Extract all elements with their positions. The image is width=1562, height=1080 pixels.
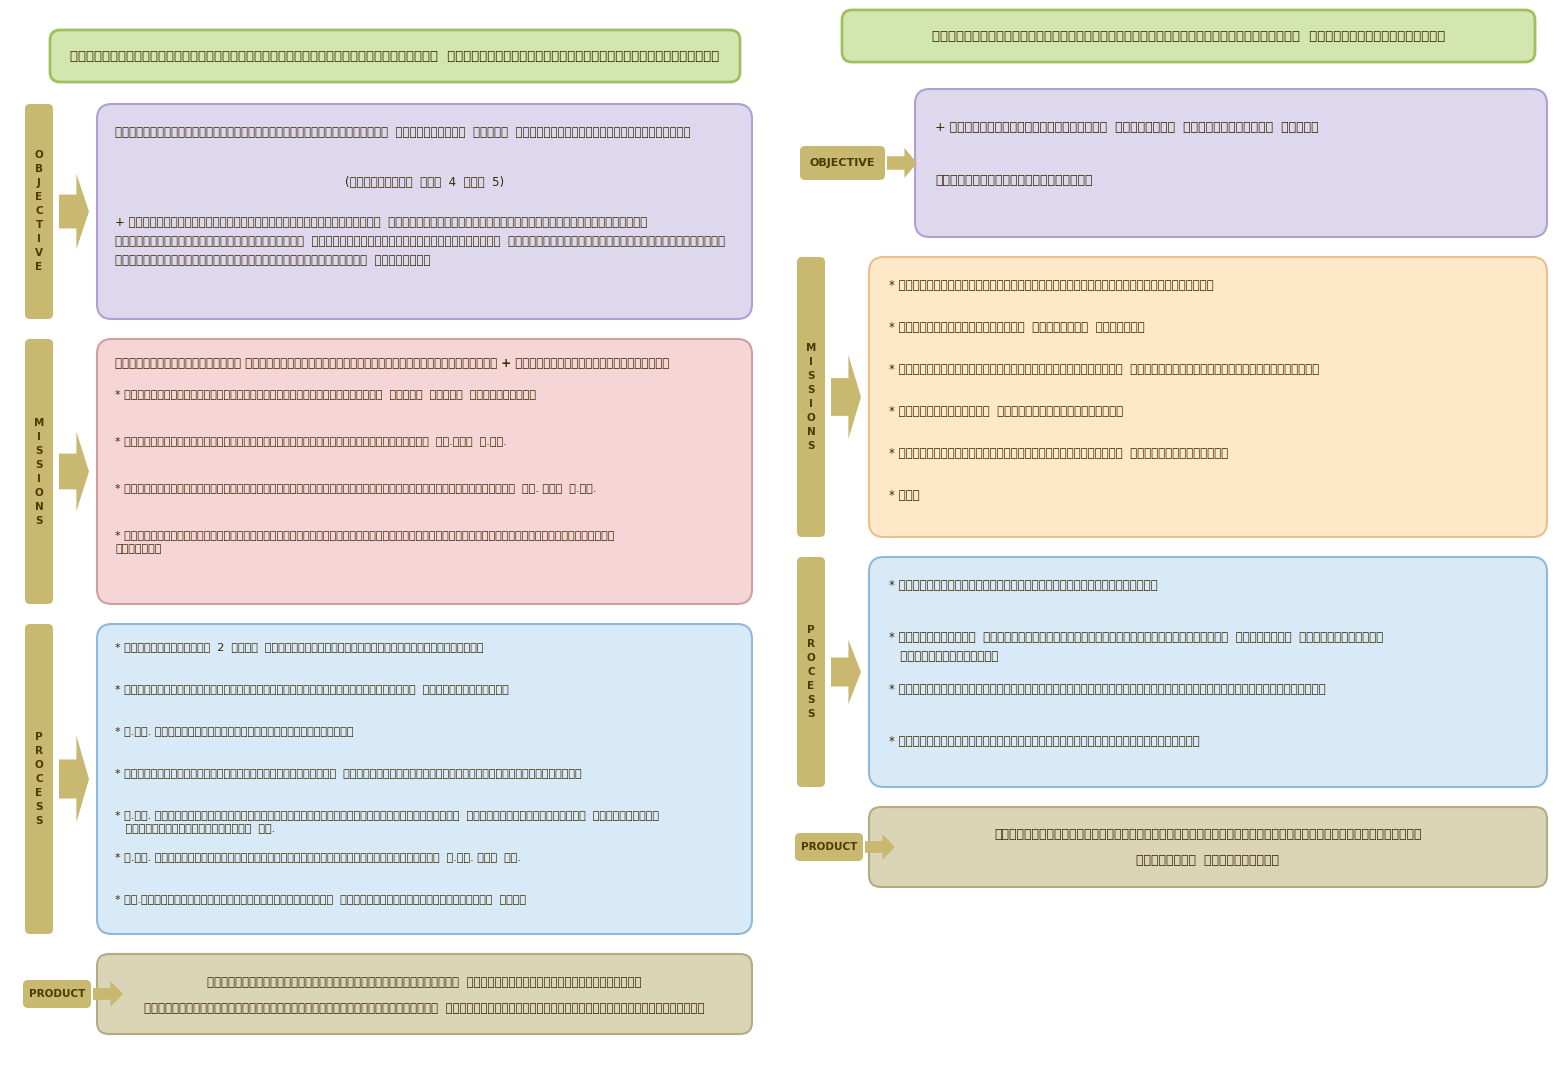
Text: เป็นองค์กรที่มีคุณค่าเป็นเกียรติแห่งสถาบัน  โดยการสร้างประโยชน์แก่สังคมและประชาช: เป็นองค์กรที่มีคุณค่าเป็นเกียรติแห่งสถาบ… [144,1001,704,1014]
FancyBboxPatch shape [23,980,91,1008]
Text: ยุทธศาสตร์สมาคมนิสิตเก่ามหาวิทยาลัยเกษตรศาสตร์  ด้านมหาวิทยาลัยเกษตรศาสตร์สัมพัน: ยุทธศาสตร์สมาคมนิสิตเก่ามหาวิทยาลัยเกษตร… [70,50,720,63]
Text: * มีความร่วมมือกันในการสร้างคุณค่าให้กับหน่วยงานในการพัฒนาความรู้แก่นักศึกษา
ประ: * มีความร่วมมือกันในการสร้างคุณค่าให้กับ… [116,530,614,554]
FancyBboxPatch shape [97,339,751,604]
Polygon shape [865,834,895,860]
FancyBboxPatch shape [25,339,53,604]
FancyBboxPatch shape [915,89,1546,237]
Text: สมาคมนิสิตเก่ามหาวิทยาลัยเกษตรศาสตร์มีคุณค่าสร้างประโยชน์: สมาคมนิสิตเก่ามหาวิทยาลัยเกษตรศาสตร์มีคุ… [995,828,1421,841]
Text: * บริจาคสิ่งของ  สินค้าแก่ผู้ยากไร้: * บริจาคสิ่งของ สินค้าแก่ผู้ยากไร้ [889,405,1123,418]
Polygon shape [94,981,123,1007]
FancyBboxPatch shape [868,807,1546,887]
Text: * จัดคาดเคลื่อนที่ขายสินค้าของสมาชิกแก่ประชาชนในแหล่งชุมชนต่างๆ: * จัดคาดเคลื่อนที่ขายสินค้าของสมาชิกแก่ป… [889,683,1326,696]
FancyBboxPatch shape [25,104,53,319]
Text: * ส.มก. จัดให้มีการจำหน่ายสินค้าราคาถูกในรูปตลาดนัด  ส.มก. ที่  มก.: * ส.มก. จัดให้มีการจำหน่ายสินค้าราคาถูกใ… [116,852,522,862]
Text: * ส่งเสริมให้ความร่วมมือกิจกรรมทางศาสนาและสังคม: * ส่งเสริมให้ความร่วมมือกิจกรรมทางศาสนาแ… [889,279,1214,292]
Text: * ส.มก. มอบทุนการศึกษาแก่นิสิตปัจจุบัน: * ส.มก. มอบทุนการศึกษาแก่นิสิตปัจจุบัน [116,726,353,735]
Text: + สมาคมนิสิตเก่ามหาวิทยาลัยเกษตรศาสตร์  และมหาวิทยาลัยเกษตรศาสตร์มีการร่วมมือ
ระ: + สมาคมนิสิตเก่ามหาวิทยาลัยเกษตรศาสตร์ แ… [116,216,725,267]
Text: OBJECTIVE: OBJECTIVE [809,158,875,168]
FancyBboxPatch shape [797,257,825,537]
Text: * สนับสนุนช่วยเหลือซึ่งกันและกันในการสร้างผลงานและเกียรติแห่ง  มก. และ  ส.มก.: * สนับสนุนช่วยเหลือซึ่งกันและกันในการสร้… [116,483,597,492]
FancyBboxPatch shape [50,30,740,82]
FancyBboxPatch shape [97,104,751,319]
Text: ความร่วมมือระหว่าง สมาคมนิสิตเก่ามหาวิทยาลัยเกษตรศาสตร์ + มหาวิทยาลัยเกษตรศาสตร์: ความร่วมมือระหว่าง สมาคมนิสิตเก่ามหาวิทย… [116,357,669,370]
Text: * มีกิจกรรมที่ก่อให้เกิดความสัมพันธ์อันดีระหว่าง  มก.และ  ส.มก.: * มีกิจกรรมที่ก่อให้เกิดความสัมพันธ์อันด… [116,436,506,446]
FancyBboxPatch shape [797,557,825,787]
Text: * นิสิตเก่าให้คำแนะนำนิสิตปัจจุบัน  แนวทางการประกอบอาชีพให้ประสบผลสำเร็จ: * นิสิตเก่าให้คำแนะนำนิสิตปัจจุบัน แนวทา… [116,768,581,778]
FancyBboxPatch shape [868,557,1546,787]
FancyBboxPatch shape [800,146,886,180]
Text: * ร่วมกันจัดกิจกรรมที่เป็นประโยชน์ต่อนิสิตเก่า  นิสิตปัจจุบัน: * ร่วมกันจัดกิจกรรมที่เป็นประโยชน์ต่อนิส… [116,684,509,694]
Text: ด้วยกิจกรรมเชิงคุณค่า: ด้วยกิจกรรมเชิงคุณค่า [936,174,1092,187]
Text: ส่งเสริมสนับสนุนการศึกษาเผยแพร่วิทยาการ  การค้นคว้า  วิจัย  และเกียรติแห่งสถาบัน: ส่งเสริมสนับสนุนการศึกษาเผยแพร่วิทยาการ … [116,126,690,139]
Text: * จัดให้มีการพัฒนากิจการประกอบอาชีพแก่ประชาชน: * จัดให้มีการพัฒนากิจการประกอบอาชีพแก่ปร… [889,735,1200,748]
Text: * จัดประชุมร่วม  2  ฝ่าย  เพื่อดำเนินการให้เป็นไปตามพันธกิจ: * จัดประชุมร่วม 2 ฝ่าย เพื่อดำเนินการให้… [116,642,484,652]
Polygon shape [831,639,861,704]
Text: * จัดให้มีกิจกรรมเพื่อทำนุบำรุงต่อศาสนา: * จัดให้มีกิจกรรมเพื่อทำนุบำรุงต่อศาสนา [889,579,1157,592]
Text: * ส.มก. จัดให้นิสิตเก่าที่มีความสำเร็จในการประกอบอาชีพ  ถ่ายทอดความรู้เชิง  ประส: * ส.มก. จัดให้นิสิตเก่าที่มีความสำเร็จใน… [116,810,659,834]
Text: PRODUCT: PRODUCT [28,989,86,999]
FancyBboxPatch shape [795,833,862,861]
FancyBboxPatch shape [25,624,53,934]
Text: * ร่วมกิจกรรมที่เป็นการบรรเทาทุกข์  แก่ผู้ประสบภัย: * ร่วมกิจกรรมที่เป็นการบรรเทาทุกข์ แก่ผู… [889,447,1228,460]
FancyBboxPatch shape [97,954,751,1034]
Text: + มีบทบาทในการช่วยเหลือ  เกื้อกูล  พัฒนาประชาชน  สังคม: + มีบทบาทในการช่วยเหลือ เกื้อกูล พัฒนาปร… [936,121,1318,134]
Polygon shape [59,735,89,822]
Polygon shape [59,174,89,249]
Text: O
B
J
E
C
T
I
V
E: O B J E C T I V E [34,150,44,272]
Text: * มีกิจกรรมที่ก่อให้เกิดประโยชน์ต่อสถาบัน  นิสิต  สังคม  และประชาชน: * มีกิจกรรมที่ก่อให้เกิดประโยชน์ต่อสถาบั… [116,389,536,399]
Text: M
I
S
S
I
O
N
S: M I S S I O N S [806,343,817,451]
Text: * ให้ความรู้แก่นิสิต  นักศึกษา  ประชาชน: * ให้ความรู้แก่นิสิต นักศึกษา ประชาชน [889,321,1145,334]
FancyBboxPatch shape [842,10,1535,62]
Polygon shape [831,355,861,438]
Text: (ข้อบังคับ  ข้อ  4  และ  5): (ข้อบังคับ ข้อ 4 และ 5) [345,176,505,189]
Text: P
R
O
C
E
S
S: P R O C E S S [806,625,815,719]
Text: สมาคมนิสิตเก่ามหาวิทยาลัยเกษตรศาสตร์  และมหาวิทยาลัยเกษตรศาสตร์: สมาคมนิสิตเก่ามหาวิทยาลัยเกษตรศาสตร์ และ… [208,975,642,988]
Text: * มก.จัดหลักสูตรพัฒนาความรู้สมาชิก  ตามความประสงค์ของสมาชิก  ชมรม: * มก.จัดหลักสูตรพัฒนาความรู้สมาชิก ตามคว… [116,894,526,904]
Text: * จัดจำหน่ายสินค้าราคาถูกของสมาชิก  เพื่อลดรายจ่ายให้กับประชาชน: * จัดจำหน่ายสินค้าราคาถูกของสมาชิก เพื่อ… [889,363,1320,376]
Text: P
R
O
C
E
S
S: P R O C E S S [34,732,44,826]
Polygon shape [59,432,89,511]
Text: ยุทธศาสตร์สมาคมนิสิตเก่ามหาวิทยาลัยเกษตรศาสตร์  ด้านสังคมสัมพันธ์: ยุทธศาสตร์สมาคมนิสิตเก่ามหาวิทยาลัยเกษตร… [933,29,1445,42]
Text: * ฯลฯ: * ฯลฯ [889,489,920,502]
Text: แก่สังคม  และประชาชน: แก่สังคม และประชาชน [1137,854,1279,867]
FancyBboxPatch shape [97,624,751,934]
Text: M
I
S
S
I
O
N
S: M I S S I O N S [34,418,44,526]
Polygon shape [887,148,917,178]
Text: * จัดให้มีทุน  เพื่อการช่วยเหลือประชาชนผู้ประสบภัย  ผู้พิการ  ผู้ด้อยโอกาส
   หร: * จัดให้มีทุน เพื่อการช่วยเหลือประชาชนผู… [889,631,1382,663]
FancyBboxPatch shape [868,257,1546,537]
Text: PRODUCT: PRODUCT [801,842,858,852]
